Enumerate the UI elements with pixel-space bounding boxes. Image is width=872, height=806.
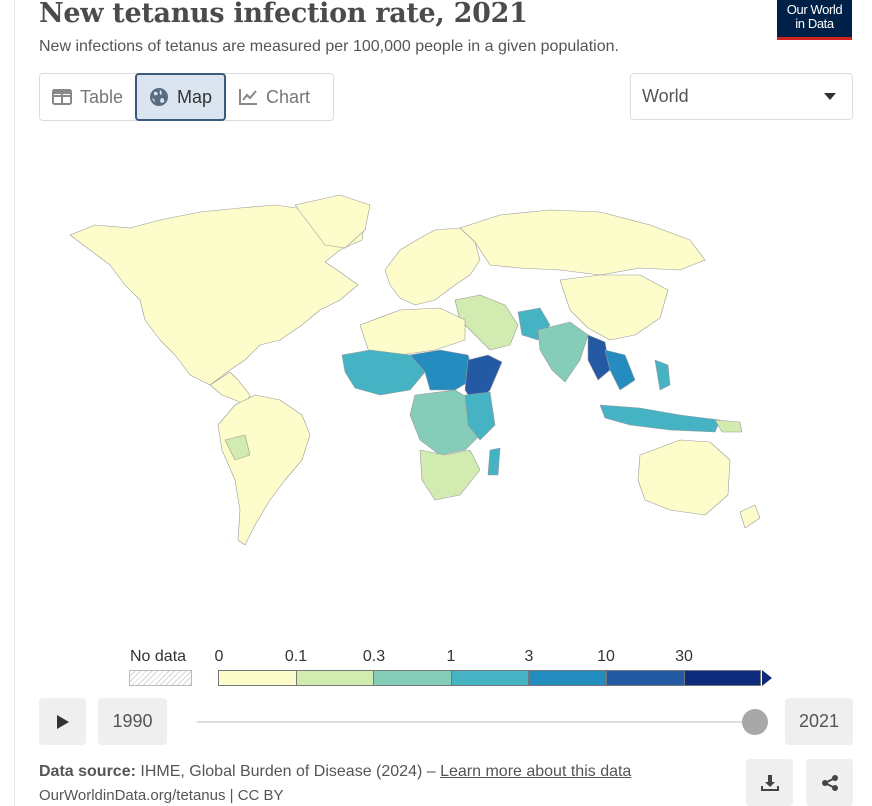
map-region-southern-africa <box>419 449 481 501</box>
download-button[interactable] <box>746 759 793 806</box>
map-region-philippines <box>654 359 671 391</box>
legend-bin-5 <box>605 670 684 686</box>
region-select-value: World <box>642 86 689 106</box>
page-title: New tetanus infection rate, 2021 <box>39 0 528 29</box>
tab-table-label: Table <box>80 86 124 107</box>
download-icon <box>760 774 779 791</box>
play-icon <box>56 714 69 729</box>
tab-map-label: Map <box>177 86 213 107</box>
source-url[interactable]: OurWorldinData.org/tetanus | CC BY <box>39 787 284 804</box>
legend-bin-3 <box>450 670 529 686</box>
no-data-label: No data <box>130 648 187 665</box>
map-region-china <box>559 274 669 341</box>
legend-bin-4 <box>528 670 606 686</box>
learn-more-link[interactable]: Learn more about this data <box>440 763 632 780</box>
map-region-bolivia <box>224 434 251 461</box>
map-region-horn-africa <box>464 354 503 406</box>
frame-divider <box>14 0 15 806</box>
map-region-russia <box>459 209 706 276</box>
globe-icon <box>150 88 169 106</box>
map-region-india <box>537 321 589 383</box>
map-region-north-america <box>69 204 366 386</box>
legend-bin-0 <box>218 670 296 686</box>
map-region-australia <box>637 439 731 516</box>
map-region-sahel <box>409 349 476 391</box>
table-icon <box>52 89 72 105</box>
map-region-madagascar <box>487 447 501 476</box>
owid-logo[interactable]: Our World in Data <box>777 0 852 40</box>
world-map-svg <box>69 194 761 546</box>
tab-chart[interactable]: Chart <box>226 74 322 120</box>
legend-tick-2: 0.3 <box>362 648 386 665</box>
line-chart-icon <box>239 89 258 105</box>
region-select[interactable]: World <box>630 73 853 120</box>
play-button[interactable] <box>39 698 86 745</box>
logo-line-2: in Data <box>795 16 834 31</box>
tab-map[interactable]: Map <box>135 73 227 121</box>
map-region-south-america <box>217 394 311 546</box>
legend-bin-2 <box>373 670 451 686</box>
map-region-indonesia <box>599 404 721 433</box>
map-region-se-asia <box>604 349 636 391</box>
view-tabs: Table Map Chart <box>39 73 334 121</box>
page-subtitle: New infections of tetanus are measured p… <box>39 38 619 55</box>
map-region-east-africa <box>464 391 496 441</box>
legend-bin-6 <box>683 670 762 686</box>
source-text: IHME, Global Burden of Disease (2024) – <box>140 763 436 780</box>
legend-tick-6: 30 <box>675 648 693 665</box>
timeline-track[interactable] <box>197 721 757 723</box>
tab-chart-label: Chart <box>266 86 311 107</box>
map-region-europe <box>384 227 481 306</box>
timeline: 1990 2021 <box>0 698 872 748</box>
data-source: Data source: IHME, Global Burden of Dise… <box>39 763 631 781</box>
no-data-swatch <box>129 670 192 686</box>
timeline-handle[interactable] <box>742 709 768 735</box>
legend-tick-1: 0.1 <box>284 648 308 665</box>
legend-tick-4: 3 <box>524 648 534 665</box>
map-region-png <box>714 419 743 433</box>
map-region-west-africa <box>341 349 426 396</box>
legend-color-bins <box>218 670 762 686</box>
map-region-north-africa <box>359 307 466 356</box>
map-legend: No data 0 0.1 0.3 1 3 10 30 <box>0 640 872 690</box>
legend-tick-0: 0 <box>214 648 224 665</box>
logo-line-1: Our World <box>786 2 843 17</box>
share-button[interactable] <box>806 759 853 806</box>
start-year[interactable]: 1990 <box>98 698 167 745</box>
map-region-new-zealand <box>739 504 761 529</box>
legend-arrow <box>762 670 772 686</box>
map-region-greenland <box>294 194 371 249</box>
tab-table[interactable]: Table <box>40 74 135 120</box>
legend-tick-5: 10 <box>597 648 615 665</box>
source-label: Data source: <box>39 763 136 780</box>
share-icon <box>821 774 838 791</box>
map-region-myanmar <box>587 334 611 381</box>
end-year[interactable]: 2021 <box>785 698 853 745</box>
chevron-down-icon <box>824 92 836 100</box>
legend-bin-1 <box>295 670 374 686</box>
world-map[interactable] <box>40 150 852 630</box>
legend-tick-3: 1 <box>446 648 456 665</box>
